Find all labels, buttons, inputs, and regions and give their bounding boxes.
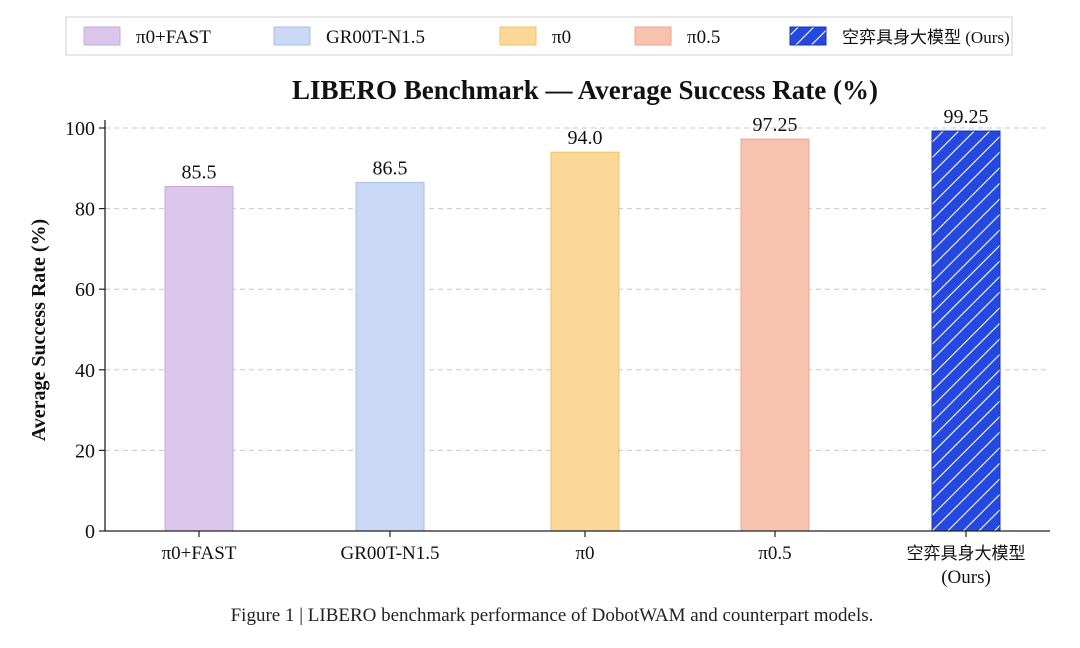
y-tick-label: 20 [75, 440, 95, 462]
chart-title: LIBERO Benchmark — Average Success Rate … [292, 75, 878, 105]
x-tick-label-2: π0 [575, 543, 594, 564]
value-label-4: 99.25 [944, 106, 989, 128]
legend-label-0: π0+FAST [136, 27, 211, 48]
y-tick-label: 40 [75, 360, 95, 382]
legend-swatch-4 [789, 26, 827, 46]
y-tick-label: 100 [65, 118, 95, 140]
y-tick-label: 80 [75, 199, 95, 221]
y-tick-label: 60 [75, 279, 95, 301]
y-tick-label: 0 [85, 521, 95, 543]
x-tick-sublabel-4: (Ours) [941, 567, 991, 588]
legend-label-1: GR00T-N1.5 [326, 27, 425, 48]
bar-0 [164, 185, 234, 532]
legend-label-3: π0.5 [687, 27, 720, 48]
legend-swatch-3 [634, 26, 672, 46]
legend: π0+FAST GR00T-N1.5 π0 π0.5 空弈具身大模型 (Ours) [83, 26, 1010, 48]
bar-4 [931, 130, 1001, 532]
figure-caption: Figure 1 | LIBERO benchmark performance … [231, 605, 874, 626]
bars [164, 130, 1001, 532]
y-ticks: 0 20 40 60 80 100 [65, 118, 105, 543]
value-labels: 85.5 86.5 94.0 97.25 99.25 [182, 106, 989, 183]
axes [104, 120, 1050, 532]
value-label-1: 86.5 [373, 157, 408, 179]
x-ticks: π0+FAST GR00T-N1.5 π0 π0.5 空弈具身大模型 (Ours) [162, 531, 1026, 588]
value-label-0: 85.5 [182, 161, 217, 183]
legend-swatch-2 [499, 26, 537, 46]
legend-label-4: 空弈具身大模型 (Ours) [842, 28, 1010, 47]
x-tick-label-3: π0.5 [758, 543, 791, 564]
bar-3 [740, 138, 810, 532]
x-tick-label-1: GR00T-N1.5 [340, 543, 439, 564]
value-label-3: 97.25 [753, 114, 798, 136]
bar-2 [550, 151, 620, 532]
legend-box [65, 16, 1013, 56]
legend-label-2: π0 [552, 27, 571, 48]
legend-swatch-1 [273, 26, 311, 46]
bar-1 [355, 181, 425, 532]
x-tick-label-0: π0+FAST [162, 543, 237, 564]
x-tick-label-4: 空弈具身大模型 [907, 544, 1026, 563]
value-label-2: 94.0 [568, 127, 603, 149]
legend-swatch-0 [83, 26, 121, 46]
y-axis-label: Average Success Rate (%) [28, 219, 50, 441]
